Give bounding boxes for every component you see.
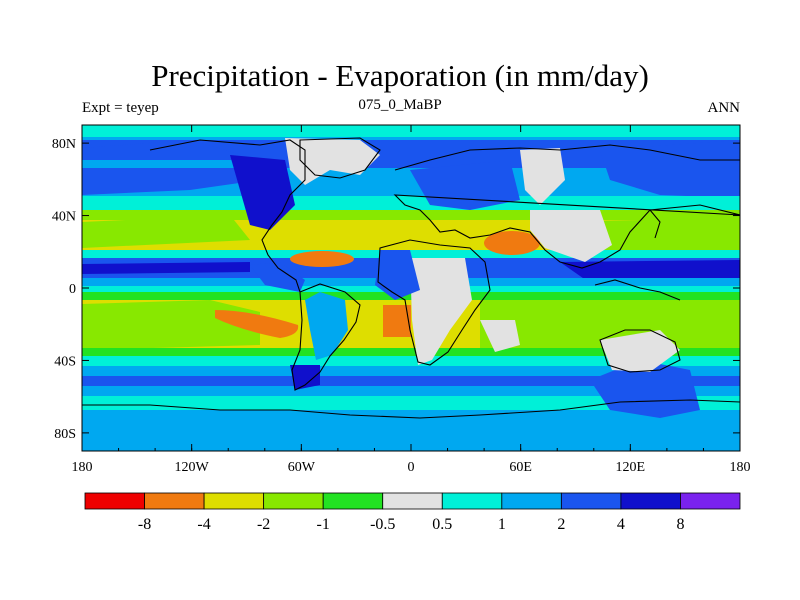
colorbar-label: 2: [557, 516, 565, 533]
field-band: [82, 160, 262, 168]
field-patch: [290, 251, 354, 267]
coastline-japan: [649, 209, 661, 239]
y-axis: 80N 40N 0 40S 80S: [52, 137, 740, 442]
colorbar-box: [322, 492, 384, 510]
colorbar-label: 0.5: [432, 516, 452, 533]
land-patch: [305, 292, 348, 360]
coastline-north-america: [149, 139, 306, 293]
y-tick-label: 40N: [52, 210, 76, 225]
land-patch: [410, 258, 472, 365]
land-patch: [480, 320, 520, 352]
coastline-africa: [377, 239, 491, 366]
season-label: ANN: [707, 100, 741, 116]
land-patch: [250, 262, 305, 292]
coastline-antarctica: [82, 399, 740, 419]
colorbar-box: [144, 492, 205, 510]
colorbar-box: [441, 492, 503, 510]
coastlines: [82, 137, 740, 419]
colorbar-label: -8: [138, 516, 151, 533]
coastline-eurasia: [393, 144, 740, 269]
colorbar-label: 4: [617, 516, 625, 533]
colorbar-label: 8: [676, 516, 684, 533]
colorbar-box: [203, 492, 265, 510]
land-patch: [290, 365, 320, 390]
colorbar-label: 1: [498, 516, 506, 533]
field-patch: [82, 262, 250, 274]
x-tick-label: 180: [730, 460, 751, 475]
time-label: 075_0_MaBP: [358, 97, 442, 113]
colorbar-label: -1: [317, 516, 330, 533]
field-patch: [480, 300, 740, 350]
colorbar-box: [680, 492, 741, 510]
colorbar-label: -4: [197, 516, 210, 533]
x-tick-label: 60W: [288, 460, 316, 475]
x-tick-label: 60E: [509, 460, 532, 475]
y-tick-label: 40S: [54, 354, 76, 369]
colorbar: -8 -4 -2 -1 -0.5 0.5 1 2 4 8: [84, 492, 741, 533]
land-patch: [530, 210, 612, 262]
x-tick-label: 180: [72, 460, 93, 475]
field-patch: [215, 310, 299, 338]
coastline-south-america: [291, 283, 361, 391]
field-band: [82, 356, 740, 366]
field-band: [82, 348, 740, 356]
colorbar-box: [620, 492, 681, 510]
colorbar-box: [263, 492, 324, 510]
y-tick-label: 80N: [52, 137, 76, 152]
field-band: [82, 376, 740, 386]
colorbar-box: [560, 492, 622, 510]
land-patch: [520, 148, 565, 205]
field-patch: [82, 215, 250, 248]
y-tick-label: 0: [69, 282, 76, 297]
plot-title: Precipitation - Evaporation (in mm/day): [151, 58, 649, 93]
coastline-greenland: [299, 137, 381, 179]
land-patch: [590, 360, 700, 418]
field-patch: [484, 231, 540, 255]
colorbar-box: [84, 492, 145, 510]
land-patch: [230, 155, 295, 230]
x-tick-label: 120E: [616, 460, 646, 475]
field-band: [82, 396, 740, 410]
field-band: [82, 292, 740, 300]
colorbar-label: -0.5: [370, 516, 395, 533]
colorbar-label: -2: [257, 516, 270, 533]
colorbar-box: [501, 492, 562, 510]
x-tick-label: 120W: [175, 460, 210, 475]
colorbar-box: [382, 492, 443, 510]
x-axis: 180 120W 60W 0 60E 120E 180: [72, 125, 751, 475]
land-patch: [600, 330, 680, 372]
coastline-australia: [599, 329, 681, 373]
experiment-label: Expt = teyep: [82, 100, 159, 116]
map-field: [82, 125, 740, 451]
x-tick-label: 0: [408, 460, 415, 475]
coastline-indonesia: [594, 279, 681, 301]
field-patch: [600, 140, 740, 198]
y-tick-label: 80S: [54, 427, 76, 442]
